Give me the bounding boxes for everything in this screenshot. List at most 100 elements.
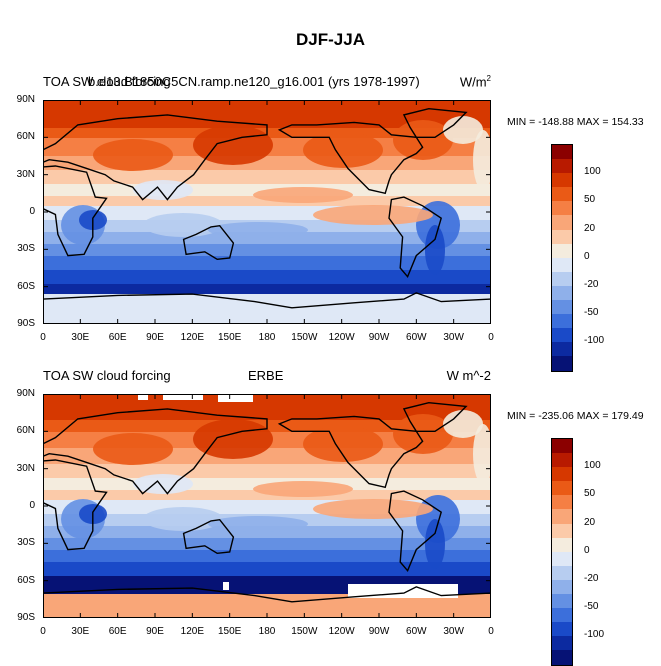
lon-tick-label: 90W xyxy=(368,332,390,343)
field-blob xyxy=(93,433,173,465)
colorbar-label: 20 xyxy=(584,222,596,234)
map-panel-observations: TOA SW cloud forcing ERBE W m^-2 MIN = -… xyxy=(0,364,661,666)
colorbar-swatch xyxy=(551,144,573,160)
colorbar-swatch xyxy=(551,636,573,651)
colorbar-swatch xyxy=(551,271,573,286)
field-band xyxy=(43,244,491,256)
colorbar-swatch xyxy=(551,608,573,623)
missing-data xyxy=(163,394,203,400)
field-band xyxy=(43,232,491,244)
field-band xyxy=(43,256,491,270)
field-band xyxy=(43,284,491,294)
field-blob xyxy=(143,213,223,237)
lon-tick-label: 30E xyxy=(71,332,90,343)
panel-units-label: W/m2 xyxy=(459,74,491,90)
colorbar-swatch xyxy=(551,495,573,510)
lon-tick-label: 60E xyxy=(108,332,127,343)
field-blob xyxy=(253,481,353,497)
colorbar-swatch xyxy=(551,215,573,230)
field-blob xyxy=(133,180,193,200)
field-blob xyxy=(313,499,433,519)
colorbar-swatch xyxy=(551,243,573,258)
field-blob xyxy=(193,125,273,165)
min-max-text: MIN = -235.06 MAX = 179.49 xyxy=(507,410,644,422)
field-blob xyxy=(133,474,193,494)
colorbar-swatch xyxy=(551,650,573,666)
field-blob xyxy=(143,507,223,531)
coastline xyxy=(388,490,443,573)
field-band xyxy=(43,196,491,206)
field-blob xyxy=(393,414,453,454)
field-blob xyxy=(208,516,308,532)
lon-tick-label: 120E xyxy=(180,626,204,637)
panel-units-label: W m^-2 xyxy=(446,368,491,383)
colorbar-swatch xyxy=(551,285,573,301)
colorbar-swatch xyxy=(551,467,573,482)
colorbar-label: -20 xyxy=(584,573,599,584)
coastline xyxy=(402,401,468,432)
coastline xyxy=(43,114,268,201)
field-blob xyxy=(393,120,453,160)
panel-left-label: TOA SW cloud forcing xyxy=(43,368,171,383)
lon-tick-label: 60W xyxy=(406,332,427,343)
lon-tick-label: 120W xyxy=(328,626,355,637)
colorbar-label: -20 xyxy=(584,279,599,290)
panel-center-label: b.e13.B1850C5CN.ramp.ne120_g16.001 (yrs … xyxy=(88,74,420,89)
lat-tick-label: 90S xyxy=(17,318,35,329)
lon-tick-label: 30W xyxy=(443,626,464,637)
field-blob xyxy=(443,116,483,144)
colorbar-swatch xyxy=(551,229,573,244)
lon-tick-label: 180 xyxy=(258,626,276,637)
lon-tick-label: 120E xyxy=(180,332,204,343)
lat-tick-label: 30N xyxy=(16,168,35,180)
colorbar-swatch xyxy=(551,438,573,454)
field-band xyxy=(43,526,491,538)
coastline xyxy=(43,459,108,551)
lat-tick-label: 30S xyxy=(17,537,35,549)
page-title: DJF-JJA xyxy=(296,30,365,49)
coastline xyxy=(43,408,268,495)
field-blob xyxy=(425,519,445,569)
missing-data xyxy=(218,394,253,402)
min-max-text: MIN = -148.88 MAX = 154.33 xyxy=(507,116,644,128)
colorbar-label: 0 xyxy=(584,250,590,262)
field-blob xyxy=(313,205,433,225)
colorbar-swatch xyxy=(551,187,573,202)
coastline xyxy=(43,586,491,603)
coastline xyxy=(43,292,491,309)
coastline xyxy=(277,415,424,489)
map-panel-model: TOA SW cloud forcing b.e13.B1850C5CN.ram… xyxy=(0,70,661,372)
lon-tick-label: 0 xyxy=(488,332,494,343)
lat-tick-label: 90S xyxy=(17,612,35,623)
lon-tick-label: 0 xyxy=(40,626,46,637)
colorbar-swatch xyxy=(551,551,573,566)
colorbar-swatch xyxy=(551,537,573,552)
colorbar-swatch xyxy=(551,173,573,188)
panel-left-label: TOA SW cloud forcing xyxy=(43,74,171,89)
lat-tick-label: 30N xyxy=(16,462,35,474)
lon-tick-label: 150E xyxy=(217,332,242,343)
colorbar-label: 100 xyxy=(584,460,601,472)
coastline xyxy=(277,121,424,195)
field-band xyxy=(43,270,491,284)
colorbar-label: 50 xyxy=(584,194,596,206)
lon-tick-label: 60W xyxy=(406,626,427,637)
coastline xyxy=(388,196,443,279)
lat-tick-label: 60N xyxy=(16,131,35,143)
colorbar-swatch xyxy=(551,159,573,174)
lon-tick-label: 150W xyxy=(291,332,318,343)
lat-tick-label: 60N xyxy=(16,425,35,437)
colorbar-label: 50 xyxy=(584,488,596,500)
colorbar-swatch xyxy=(551,300,573,315)
lon-tick-label: 120W xyxy=(328,332,355,343)
field-blob xyxy=(303,426,383,462)
colorbar-label: -100 xyxy=(584,629,605,641)
field-blob xyxy=(303,132,383,168)
field-blob xyxy=(93,139,173,171)
lat-tick-label: 60S xyxy=(17,280,35,292)
field-blob xyxy=(208,222,308,238)
coastline xyxy=(182,224,235,261)
lat-tick-label: 90N xyxy=(16,388,35,399)
lon-tick-label: 180 xyxy=(258,332,276,343)
colorbar-swatch xyxy=(551,509,573,524)
